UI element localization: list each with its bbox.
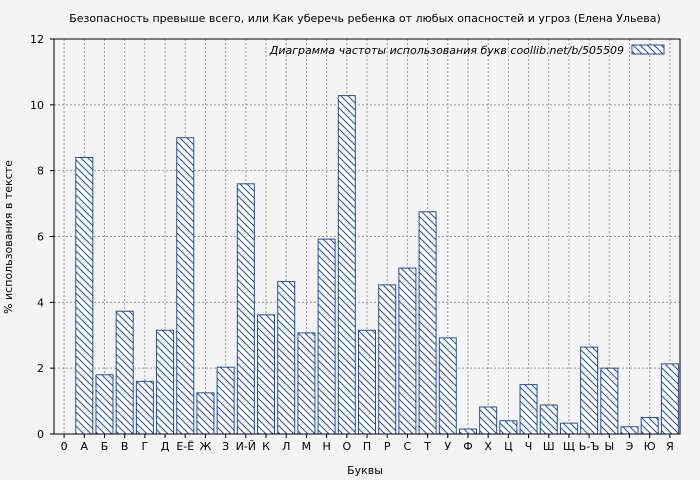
x-tick-label: Т — [423, 440, 431, 453]
bar-20 — [438, 337, 457, 435]
y-tick-label: 0 — [37, 428, 44, 441]
bar-4 — [115, 310, 134, 435]
x-tick-label: Х — [484, 440, 492, 453]
y-axis-label: % использования в тексте — [2, 160, 15, 314]
x-tick-label: М — [302, 440, 312, 453]
x-tick-label: З — [222, 440, 229, 453]
x-tick-label: Я — [666, 440, 674, 453]
x-tick-label: С — [404, 440, 412, 453]
x-tick-label: Ш — [543, 440, 555, 453]
bar-24 — [519, 384, 538, 435]
x-tick-label: О — [342, 440, 351, 453]
x-tick-label: И-Й — [236, 440, 256, 453]
legend-label: Диаграмма частоты использования букв coo… — [269, 44, 624, 57]
bar-10 — [236, 183, 255, 435]
x-axis-label: Буквы — [347, 464, 383, 477]
bars — [75, 95, 679, 435]
x-tick-label: Р — [384, 440, 391, 453]
bar-15 — [337, 95, 356, 435]
chart-title: Безопасность превыше всего, или Как убер… — [69, 12, 661, 25]
bar-29 — [620, 426, 639, 435]
y-tick-label: 12 — [30, 33, 44, 46]
bar-8 — [196, 392, 215, 435]
bar-30 — [640, 417, 659, 435]
y-tick-label: 4 — [37, 296, 44, 309]
bar-9 — [216, 366, 235, 435]
bar-14 — [317, 238, 336, 435]
bar-11 — [257, 314, 276, 435]
legend-swatch — [631, 44, 665, 55]
x-tick-label: Ь-Ъ — [579, 440, 600, 453]
bar-26 — [559, 422, 578, 435]
bar-5 — [135, 380, 154, 435]
bar-2 — [75, 157, 94, 435]
x-tick-label: Г — [142, 440, 149, 453]
bar-23 — [499, 420, 518, 435]
bar-12 — [277, 281, 296, 435]
x-tick-label: Ц — [504, 440, 513, 453]
bar-21 — [458, 428, 477, 435]
x-tick-label: А — [81, 440, 89, 453]
bar-27 — [580, 346, 599, 435]
bar-7 — [176, 137, 195, 435]
x-tick-label: Щ — [563, 440, 575, 453]
x-ticks: 0 А Б В Г Д Е-Ё Ж З И-Й К Л М Н О П Р С Т У Ф Х Ц Ч Ш Щ Ь-Ъ Ы Э Ю Я — [61, 434, 674, 453]
x-tick-label: Ч — [525, 440, 533, 453]
x-tick-label: Л — [282, 440, 290, 453]
bar-18 — [398, 267, 417, 435]
x-tick-label: Ф — [463, 440, 472, 453]
bar-17 — [378, 284, 397, 435]
y-ticks: 0 2 4 6 8 10 12 — [30, 33, 54, 441]
x-tick-label: Д — [161, 440, 170, 453]
bar-13 — [297, 332, 316, 435]
x-tick-label: 0 — [61, 440, 68, 453]
x-tick-label: Б — [101, 440, 109, 453]
x-tick-label: В — [121, 440, 129, 453]
x-tick-label: Е-Ё — [176, 440, 194, 453]
bar-22 — [479, 406, 498, 435]
y-tick-label: 8 — [37, 165, 44, 178]
bar-25 — [539, 404, 558, 435]
bar-28 — [600, 367, 619, 435]
legend: Диаграмма частоты использования букв coo… — [269, 44, 665, 57]
x-tick-label: П — [363, 440, 371, 453]
x-tick-label: Ы — [604, 440, 614, 453]
x-tick-label: Ю — [644, 440, 656, 453]
bar-3 — [95, 374, 114, 435]
bar-6 — [156, 329, 175, 435]
y-tick-label: 6 — [37, 231, 44, 244]
y-tick-label: 2 — [37, 362, 44, 375]
x-tick-label: Ж — [200, 440, 212, 453]
bar-31 — [660, 363, 679, 435]
x-tick-label: Н — [322, 440, 330, 453]
x-tick-label: У — [444, 440, 451, 453]
y-tick-label: 10 — [30, 99, 44, 112]
bar-19 — [418, 211, 437, 435]
bar-16 — [358, 329, 376, 435]
x-tick-label: К — [262, 440, 270, 453]
x-tick-label: Э — [626, 440, 634, 453]
